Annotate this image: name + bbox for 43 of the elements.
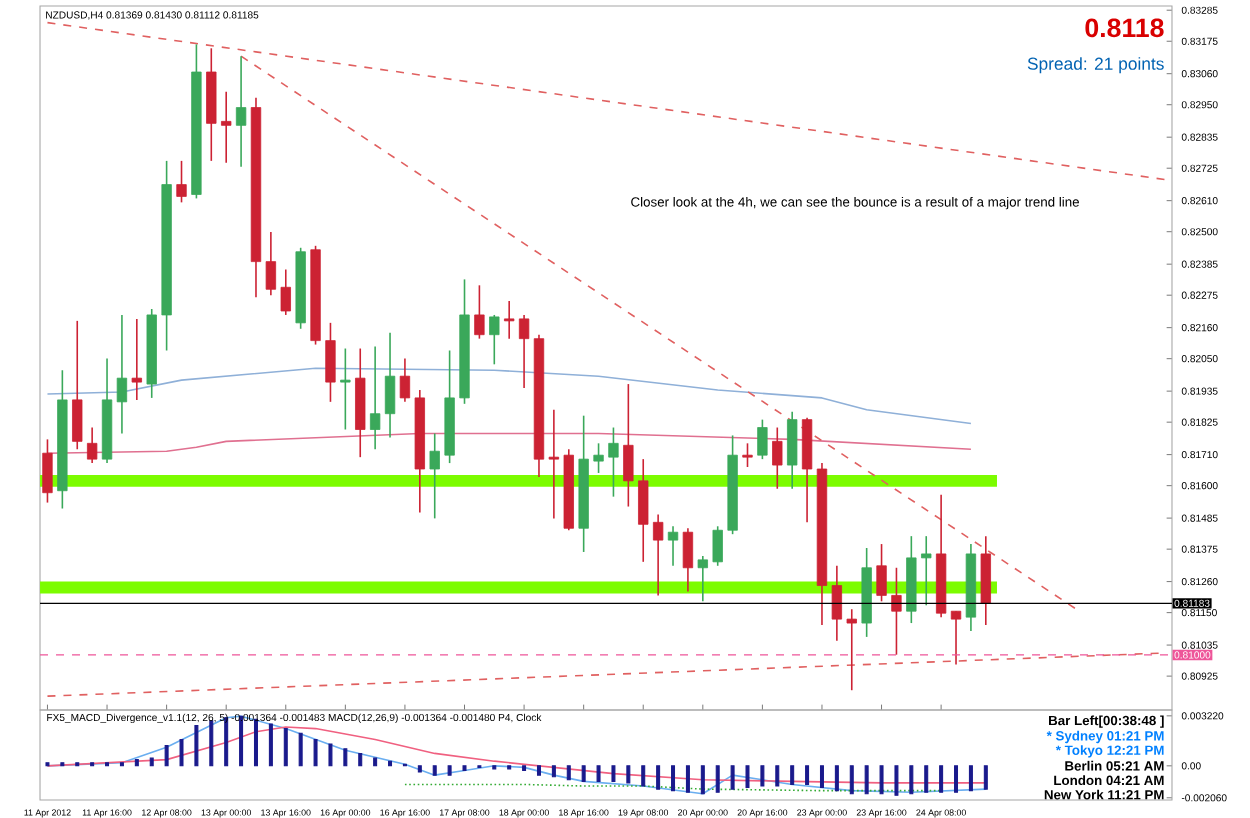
candlestick xyxy=(265,231,277,296)
candlestick xyxy=(697,555,708,603)
candlestick xyxy=(176,160,187,204)
annotation: Spread: 21 points xyxy=(1027,57,1164,74)
candlestick xyxy=(891,566,902,656)
candlestick xyxy=(42,438,53,504)
candlestick xyxy=(518,314,530,389)
candlestick xyxy=(623,383,634,508)
candlestick xyxy=(489,314,500,366)
candlestick xyxy=(950,610,962,666)
candlestick xyxy=(638,458,649,563)
candlestick xyxy=(652,513,664,597)
candlestick xyxy=(846,608,857,692)
candlestick xyxy=(235,55,247,168)
candlestick xyxy=(772,426,783,490)
candlestick xyxy=(742,442,753,468)
candlestick xyxy=(474,284,485,340)
candlestick xyxy=(682,527,694,593)
candlestick xyxy=(280,268,291,316)
candlestick xyxy=(787,410,798,490)
candlestick xyxy=(72,320,83,451)
candlestick xyxy=(325,322,336,403)
candlestick xyxy=(221,90,232,164)
candlestick xyxy=(831,564,843,642)
line-series xyxy=(46,367,972,425)
candlestick xyxy=(608,426,619,498)
candlestick xyxy=(340,347,351,431)
candlestick xyxy=(429,432,440,520)
candlestick xyxy=(667,525,679,567)
candlestick xyxy=(548,408,560,520)
candlestick xyxy=(876,543,887,603)
candlestick xyxy=(712,525,723,567)
candlestick xyxy=(757,418,768,460)
candlestick xyxy=(399,357,411,403)
candlestick xyxy=(504,300,515,340)
candlestick xyxy=(921,535,932,607)
candlestick xyxy=(86,426,98,464)
candlestick xyxy=(131,318,142,401)
candlestick xyxy=(593,442,604,474)
candlestick xyxy=(384,331,396,439)
annotation: 0.8118 xyxy=(1085,18,1164,38)
candlestick xyxy=(116,314,128,435)
candlestick xyxy=(369,345,381,451)
